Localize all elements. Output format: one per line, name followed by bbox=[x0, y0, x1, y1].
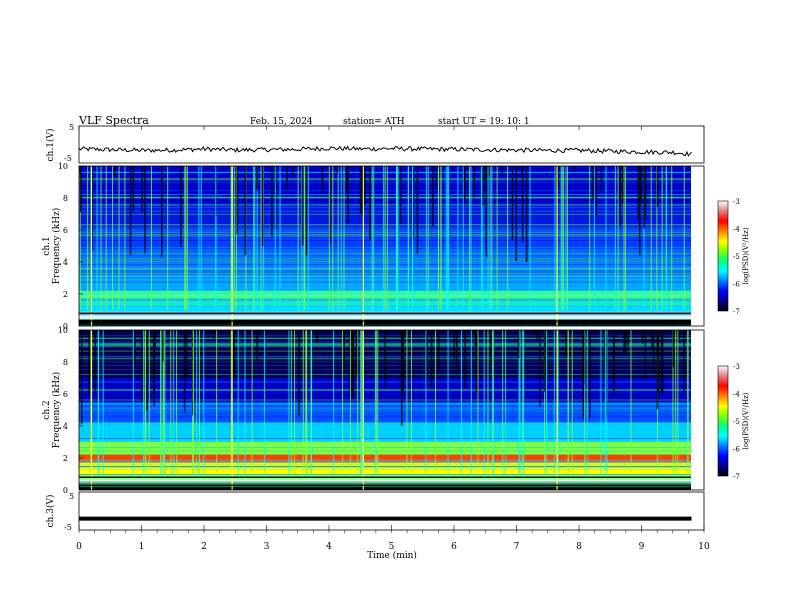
time-tick-label: 9 bbox=[639, 542, 645, 552]
ch1-frequency-ylabel: Frequency (kHz) bbox=[51, 208, 62, 285]
frequency-tick-label: 8 bbox=[63, 358, 68, 367]
ch1-voltage-ylabel: ch.1(V) bbox=[45, 129, 56, 162]
colorbar-tick-label: -4 bbox=[733, 226, 740, 234]
ch1-colorbar: -3 -4 -5 -6 -7 log(PSD)(V²/Hz) bbox=[717, 198, 750, 316]
ch1-ytick-bottom: -5 bbox=[64, 154, 72, 163]
ch3-ytick-top: 5 bbox=[69, 492, 74, 501]
frequency-tick-label: 10 bbox=[58, 326, 68, 335]
frequency-tick-label: 0 bbox=[63, 322, 68, 331]
frequency-tick-label: 6 bbox=[63, 390, 68, 399]
time-tick-label: 3 bbox=[264, 542, 270, 552]
time-tick-label: 10 bbox=[698, 542, 710, 552]
time-tick-label: 0 bbox=[76, 542, 82, 552]
ch1-colorbar-scale bbox=[718, 201, 728, 311]
ch3-voltage-ylabel: ch.3(V) bbox=[45, 495, 56, 528]
frequency-tick-label: 2 bbox=[63, 454, 68, 463]
time-tick-label: 1 bbox=[139, 542, 145, 552]
ch1-waveform-frame bbox=[78, 125, 705, 164]
ch3-ytick-bottom: -5 bbox=[64, 523, 72, 532]
frequency-tick-label: 10 bbox=[58, 162, 68, 171]
colorbar-tick-label: -6 bbox=[733, 446, 740, 454]
station-label: station= ATH bbox=[343, 117, 405, 127]
ch1-spectrogram-bands bbox=[79, 166, 691, 326]
ch1-frequency-yticks: 10 8 6 4 2 0 bbox=[58, 162, 83, 331]
date-label: Feb. 15, 2024 bbox=[250, 117, 313, 127]
spectrogram-band bbox=[79, 474, 691, 484]
waveform-line bbox=[78, 145, 692, 157]
ch1-colorbar-label: log(PSD)(V²/Hz) bbox=[742, 227, 750, 284]
frequency-tick-label: 4 bbox=[63, 258, 68, 267]
ch1-waveform-trace bbox=[78, 145, 692, 157]
ch1-channel-label: ch.1 bbox=[42, 236, 52, 255]
frequency-tick-label: 6 bbox=[63, 226, 68, 235]
colorbar-tick-label: -5 bbox=[733, 253, 740, 261]
ch1-spectrogram-frame bbox=[78, 165, 705, 327]
ch2-colorbar-label: log(PSD)(V²/Hz) bbox=[742, 392, 750, 449]
ch3-waveform-frame bbox=[78, 491, 705, 531]
time-tick-label: 7 bbox=[514, 542, 520, 552]
time-axis: 0 1 2 3 4 5 6 7 8 9 10 bbox=[76, 126, 710, 552]
ch1-waveform-panel: ch.1(V) 5 -5 bbox=[45, 123, 705, 164]
colorbar-tick-label: -7 bbox=[733, 308, 740, 316]
time-tick-label: 2 bbox=[201, 542, 207, 552]
colorbar-tick-label: -3 bbox=[733, 363, 740, 371]
ch2-colorbar-ticks: -3 -4 -5 -6 -7 bbox=[733, 363, 740, 481]
colorbar-tick-label: -4 bbox=[733, 391, 740, 399]
frequency-tick-label: 8 bbox=[63, 194, 68, 203]
ch1-ytick-top: 5 bbox=[69, 123, 74, 132]
time-tick-label: 8 bbox=[576, 542, 582, 552]
ch2-spectrogram-panel: ch.2 Frequency (kHz) 10 8 6 4 2 0 -3 -4 -5 -6 -7 … bbox=[42, 326, 750, 495]
colorbar-tick-label: -5 bbox=[733, 418, 740, 426]
colorbar-tick-label: -3 bbox=[733, 198, 740, 206]
time-tick-label: 4 bbox=[326, 542, 332, 552]
time-axis-label: Time (min) bbox=[367, 550, 417, 561]
start-time-label: start UT = 19: 10: 1 bbox=[438, 117, 530, 127]
figure-title: VLF Spectra bbox=[78, 114, 149, 127]
ch1-colorbar-ticks: -3 -4 -5 -6 -7 bbox=[733, 198, 740, 316]
ch2-frequency-yticks: 10 8 6 4 2 0 bbox=[58, 326, 83, 495]
spectrogram-band bbox=[79, 319, 691, 326]
ch1-spectrogram-panel: ch.1 Frequency (kHz) 10 8 6 4 2 0 -3 -4 -5 -6 -7 … bbox=[42, 162, 750, 331]
ch2-spectrogram-bands bbox=[79, 330, 691, 490]
frequency-tick-label: 0 bbox=[63, 486, 68, 495]
frequency-tick-label: 4 bbox=[63, 422, 68, 431]
ch2-colorbar: -3 -4 -5 -6 -7 log(PSD)(V²/Hz) bbox=[717, 363, 750, 481]
colorbar-tick-label: -7 bbox=[733, 473, 740, 481]
ch2-channel-label: ch.2 bbox=[42, 400, 52, 419]
time-tick-label: 6 bbox=[451, 542, 457, 552]
ch3-waveform-panel: ch.3(V) 5 -5 bbox=[45, 491, 705, 532]
frequency-tick-label: 2 bbox=[63, 290, 68, 299]
colorbar-tick-label: -6 bbox=[733, 281, 740, 289]
ch2-spectrogram-frame bbox=[78, 329, 705, 491]
spectrogram-band bbox=[79, 454, 691, 462]
ch2-colorbar-scale bbox=[718, 366, 728, 476]
ch2-frequency-ylabel: Frequency (kHz) bbox=[51, 372, 62, 449]
time-tick-label: 5 bbox=[389, 542, 395, 552]
